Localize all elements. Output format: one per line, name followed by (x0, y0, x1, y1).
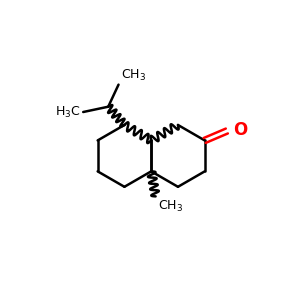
Text: CH$_3$: CH$_3$ (158, 199, 183, 214)
Text: CH$_3$: CH$_3$ (121, 68, 146, 83)
Text: H$_3$C: H$_3$C (55, 104, 81, 120)
Text: O: O (233, 122, 248, 140)
